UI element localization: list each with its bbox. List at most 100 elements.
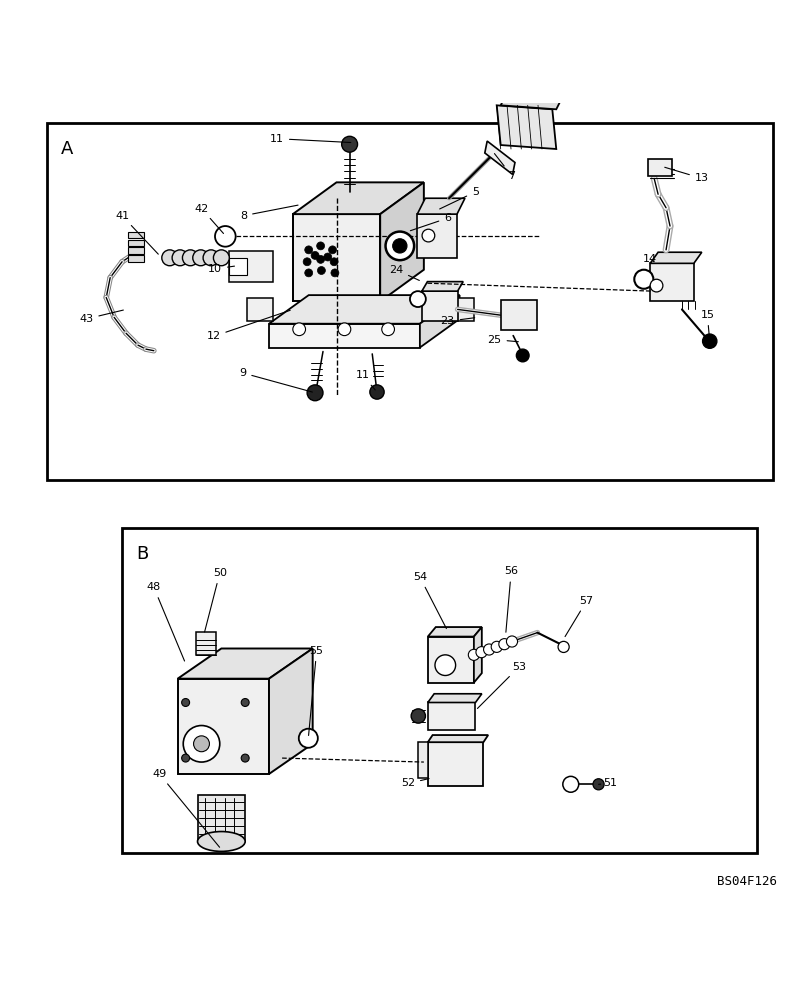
Circle shape — [634, 270, 654, 289]
Text: 23: 23 — [440, 316, 474, 326]
Text: 11: 11 — [270, 134, 351, 144]
Polygon shape — [448, 298, 473, 321]
Polygon shape — [229, 258, 246, 275]
Circle shape — [303, 258, 311, 266]
Polygon shape — [485, 141, 515, 174]
Circle shape — [410, 291, 426, 307]
Circle shape — [491, 641, 503, 652]
Circle shape — [411, 709, 426, 723]
Polygon shape — [269, 295, 460, 324]
Text: 53: 53 — [478, 662, 526, 708]
Polygon shape — [292, 182, 424, 214]
Polygon shape — [269, 648, 313, 774]
Circle shape — [215, 226, 236, 247]
Circle shape — [563, 776, 579, 792]
Text: B: B — [137, 545, 149, 563]
Bar — [196, 632, 216, 655]
Text: 50: 50 — [204, 568, 227, 632]
Polygon shape — [417, 214, 457, 258]
Polygon shape — [419, 742, 427, 778]
Bar — [47, 123, 773, 480]
Circle shape — [311, 251, 319, 259]
Circle shape — [242, 754, 249, 762]
Bar — [128, 240, 144, 246]
Circle shape — [183, 250, 198, 266]
Circle shape — [292, 323, 305, 336]
Circle shape — [324, 253, 332, 261]
Text: 4: 4 — [0, 999, 1, 1000]
Text: 57: 57 — [565, 596, 594, 637]
Circle shape — [213, 250, 229, 266]
Text: 48: 48 — [147, 582, 184, 661]
Bar — [128, 247, 144, 254]
Circle shape — [469, 649, 479, 660]
Ellipse shape — [197, 832, 245, 851]
Circle shape — [193, 250, 208, 266]
Circle shape — [650, 279, 663, 292]
Circle shape — [318, 267, 326, 274]
Text: 56: 56 — [504, 566, 518, 632]
Circle shape — [299, 729, 318, 748]
Polygon shape — [501, 300, 537, 330]
Circle shape — [182, 754, 190, 762]
Circle shape — [242, 699, 249, 706]
Polygon shape — [473, 627, 482, 683]
Circle shape — [435, 655, 456, 675]
Text: A: A — [61, 140, 74, 158]
Text: 49: 49 — [152, 769, 220, 847]
Circle shape — [483, 644, 494, 655]
Bar — [128, 255, 144, 262]
Text: 10: 10 — [208, 264, 234, 274]
Bar — [648, 159, 671, 176]
Text: 11: 11 — [356, 370, 375, 390]
Polygon shape — [381, 182, 424, 301]
Text: 52: 52 — [401, 778, 429, 788]
Polygon shape — [427, 742, 483, 786]
Polygon shape — [422, 291, 457, 321]
Text: 12: 12 — [206, 310, 290, 341]
Bar — [128, 232, 144, 238]
Polygon shape — [427, 694, 482, 702]
Circle shape — [183, 726, 220, 762]
Polygon shape — [427, 637, 473, 683]
Circle shape — [558, 641, 569, 652]
Text: 42: 42 — [195, 204, 224, 233]
Polygon shape — [178, 679, 269, 774]
Circle shape — [329, 246, 336, 254]
Circle shape — [307, 385, 323, 401]
Circle shape — [203, 250, 219, 266]
Circle shape — [162, 250, 178, 266]
Circle shape — [317, 255, 325, 263]
Circle shape — [499, 639, 510, 650]
Circle shape — [331, 269, 339, 277]
Text: 54: 54 — [413, 572, 446, 629]
Bar — [122, 528, 757, 853]
Circle shape — [305, 246, 313, 254]
Text: 14: 14 — [643, 254, 657, 264]
Polygon shape — [427, 735, 488, 742]
Circle shape — [516, 349, 529, 362]
Circle shape — [194, 736, 209, 752]
Text: 9: 9 — [239, 368, 313, 392]
Text: 51: 51 — [599, 778, 617, 788]
Polygon shape — [246, 298, 273, 321]
Circle shape — [305, 269, 313, 277]
Circle shape — [385, 232, 415, 260]
Circle shape — [393, 239, 407, 253]
Circle shape — [703, 334, 717, 348]
Text: 6: 6 — [410, 213, 451, 231]
Circle shape — [342, 136, 358, 152]
Text: 5: 5 — [440, 187, 479, 209]
Text: 15: 15 — [701, 310, 714, 338]
Text: 55: 55 — [309, 646, 324, 735]
Polygon shape — [497, 105, 556, 149]
Circle shape — [338, 323, 351, 336]
Circle shape — [370, 385, 384, 399]
Polygon shape — [427, 702, 475, 730]
Polygon shape — [269, 324, 420, 348]
Circle shape — [317, 242, 325, 250]
Text: BS04F126: BS04F126 — [718, 875, 777, 888]
Polygon shape — [197, 795, 245, 841]
Circle shape — [507, 636, 518, 647]
Circle shape — [172, 250, 188, 266]
